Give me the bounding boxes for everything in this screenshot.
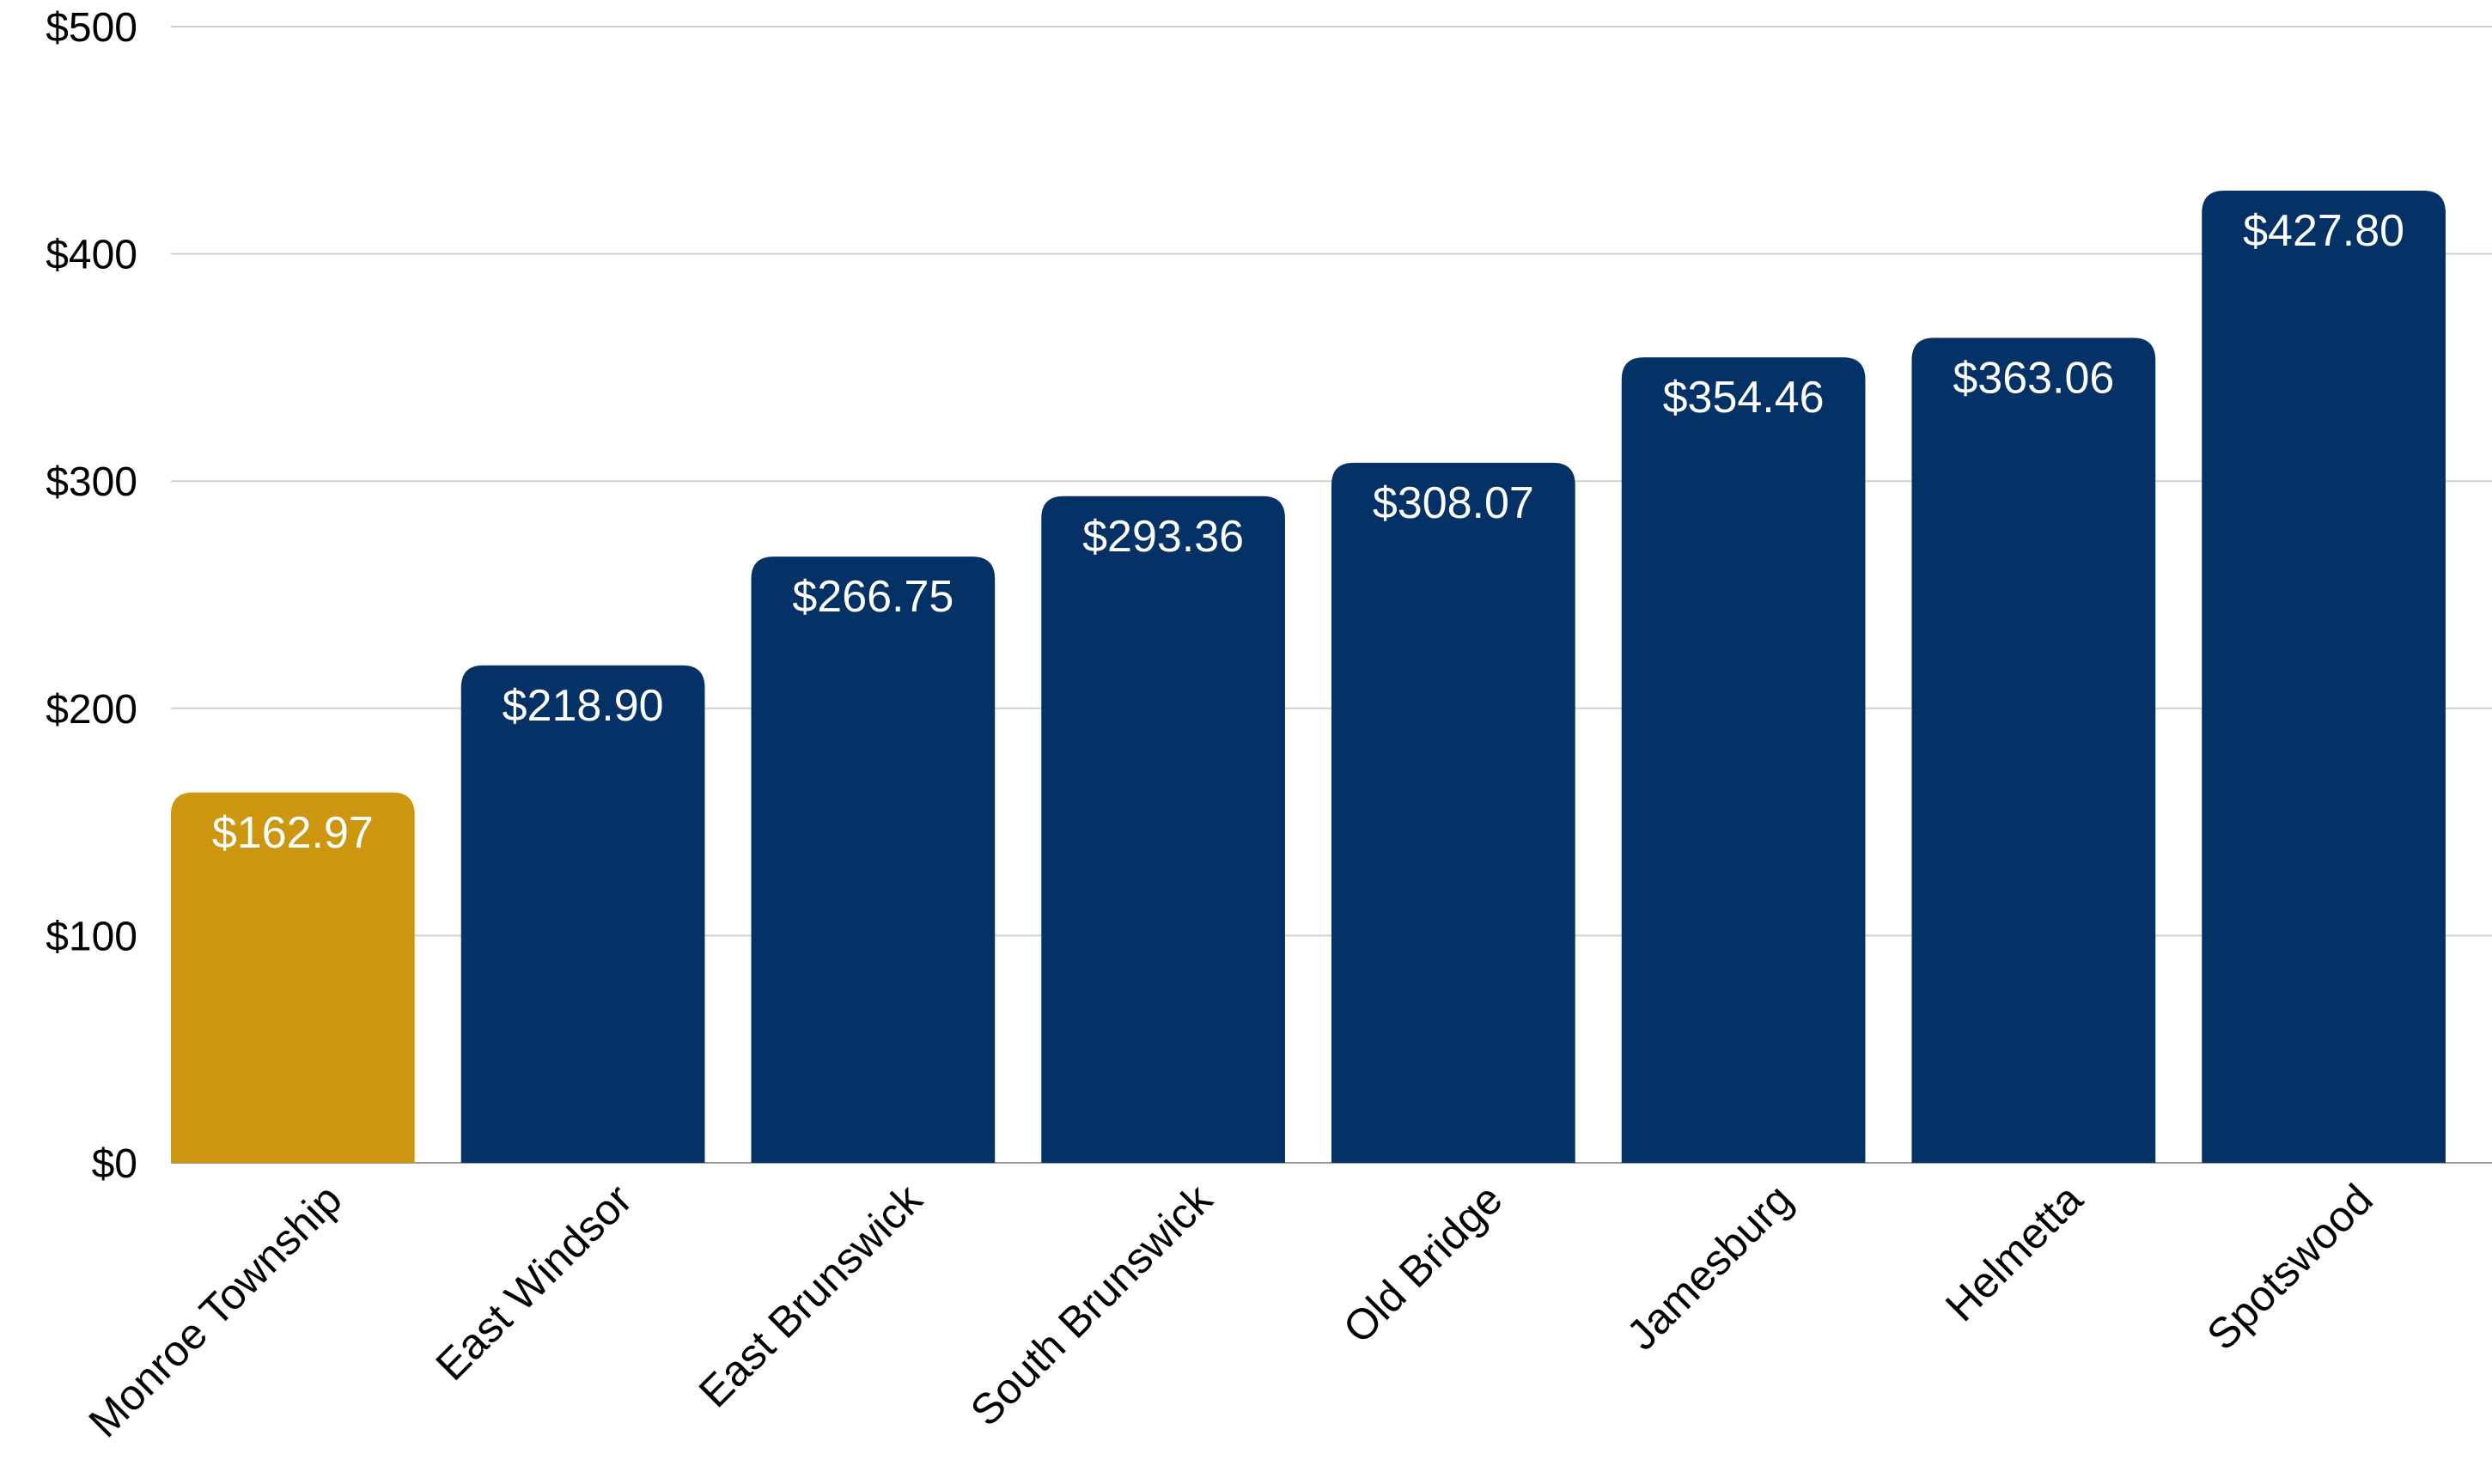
data-label: $363.06 xyxy=(1953,353,2114,403)
bar xyxy=(751,556,996,1163)
y-tick-label: $0 xyxy=(92,1141,137,1187)
x-tick-label: Monroe Township xyxy=(80,1175,351,1446)
x-tick-label: East Windsor xyxy=(427,1175,642,1390)
data-label: $162.97 xyxy=(212,808,374,858)
y-tick-label: $400 xyxy=(46,233,137,278)
bar xyxy=(171,792,415,1163)
y-tick-label: $200 xyxy=(46,687,137,733)
x-tick-label: Helmetta xyxy=(1936,1175,2092,1330)
data-label: $308.07 xyxy=(1373,478,1534,528)
data-label: $293.36 xyxy=(1082,512,1244,562)
y-tick-label: $300 xyxy=(46,459,137,505)
bar xyxy=(460,665,705,1163)
bar xyxy=(1331,462,1575,1163)
x-tick-label: South Brunswick xyxy=(961,1174,1222,1435)
data-label: $218.90 xyxy=(503,681,664,731)
bar xyxy=(2202,191,2446,1163)
x-tick-label: Old Bridge xyxy=(1334,1175,1512,1353)
bar xyxy=(1911,338,2156,1163)
x-tick-label: East Brunswick xyxy=(690,1174,932,1416)
bar xyxy=(1041,496,1285,1163)
y-tick-label: $500 xyxy=(46,5,137,51)
bars: $162.97 $218.90 $266.75 $293.36 $308.07 $354.… xyxy=(171,191,2446,1163)
y-axis: $0 $100 $200 $300 $400 $500 xyxy=(46,5,137,1187)
data-label: $266.75 xyxy=(792,572,954,622)
x-tick-label: Jamesburg xyxy=(1618,1175,1801,1359)
data-label: $427.80 xyxy=(2243,206,2404,256)
data-label: $354.46 xyxy=(1663,373,1825,423)
x-tick-label: Spotswood xyxy=(2197,1175,2382,1359)
y-tick-label: $100 xyxy=(46,914,137,959)
bar xyxy=(1621,357,1866,1163)
x-axis: Monroe Township East Windsor East Brunswic… xyxy=(80,1174,2382,1446)
